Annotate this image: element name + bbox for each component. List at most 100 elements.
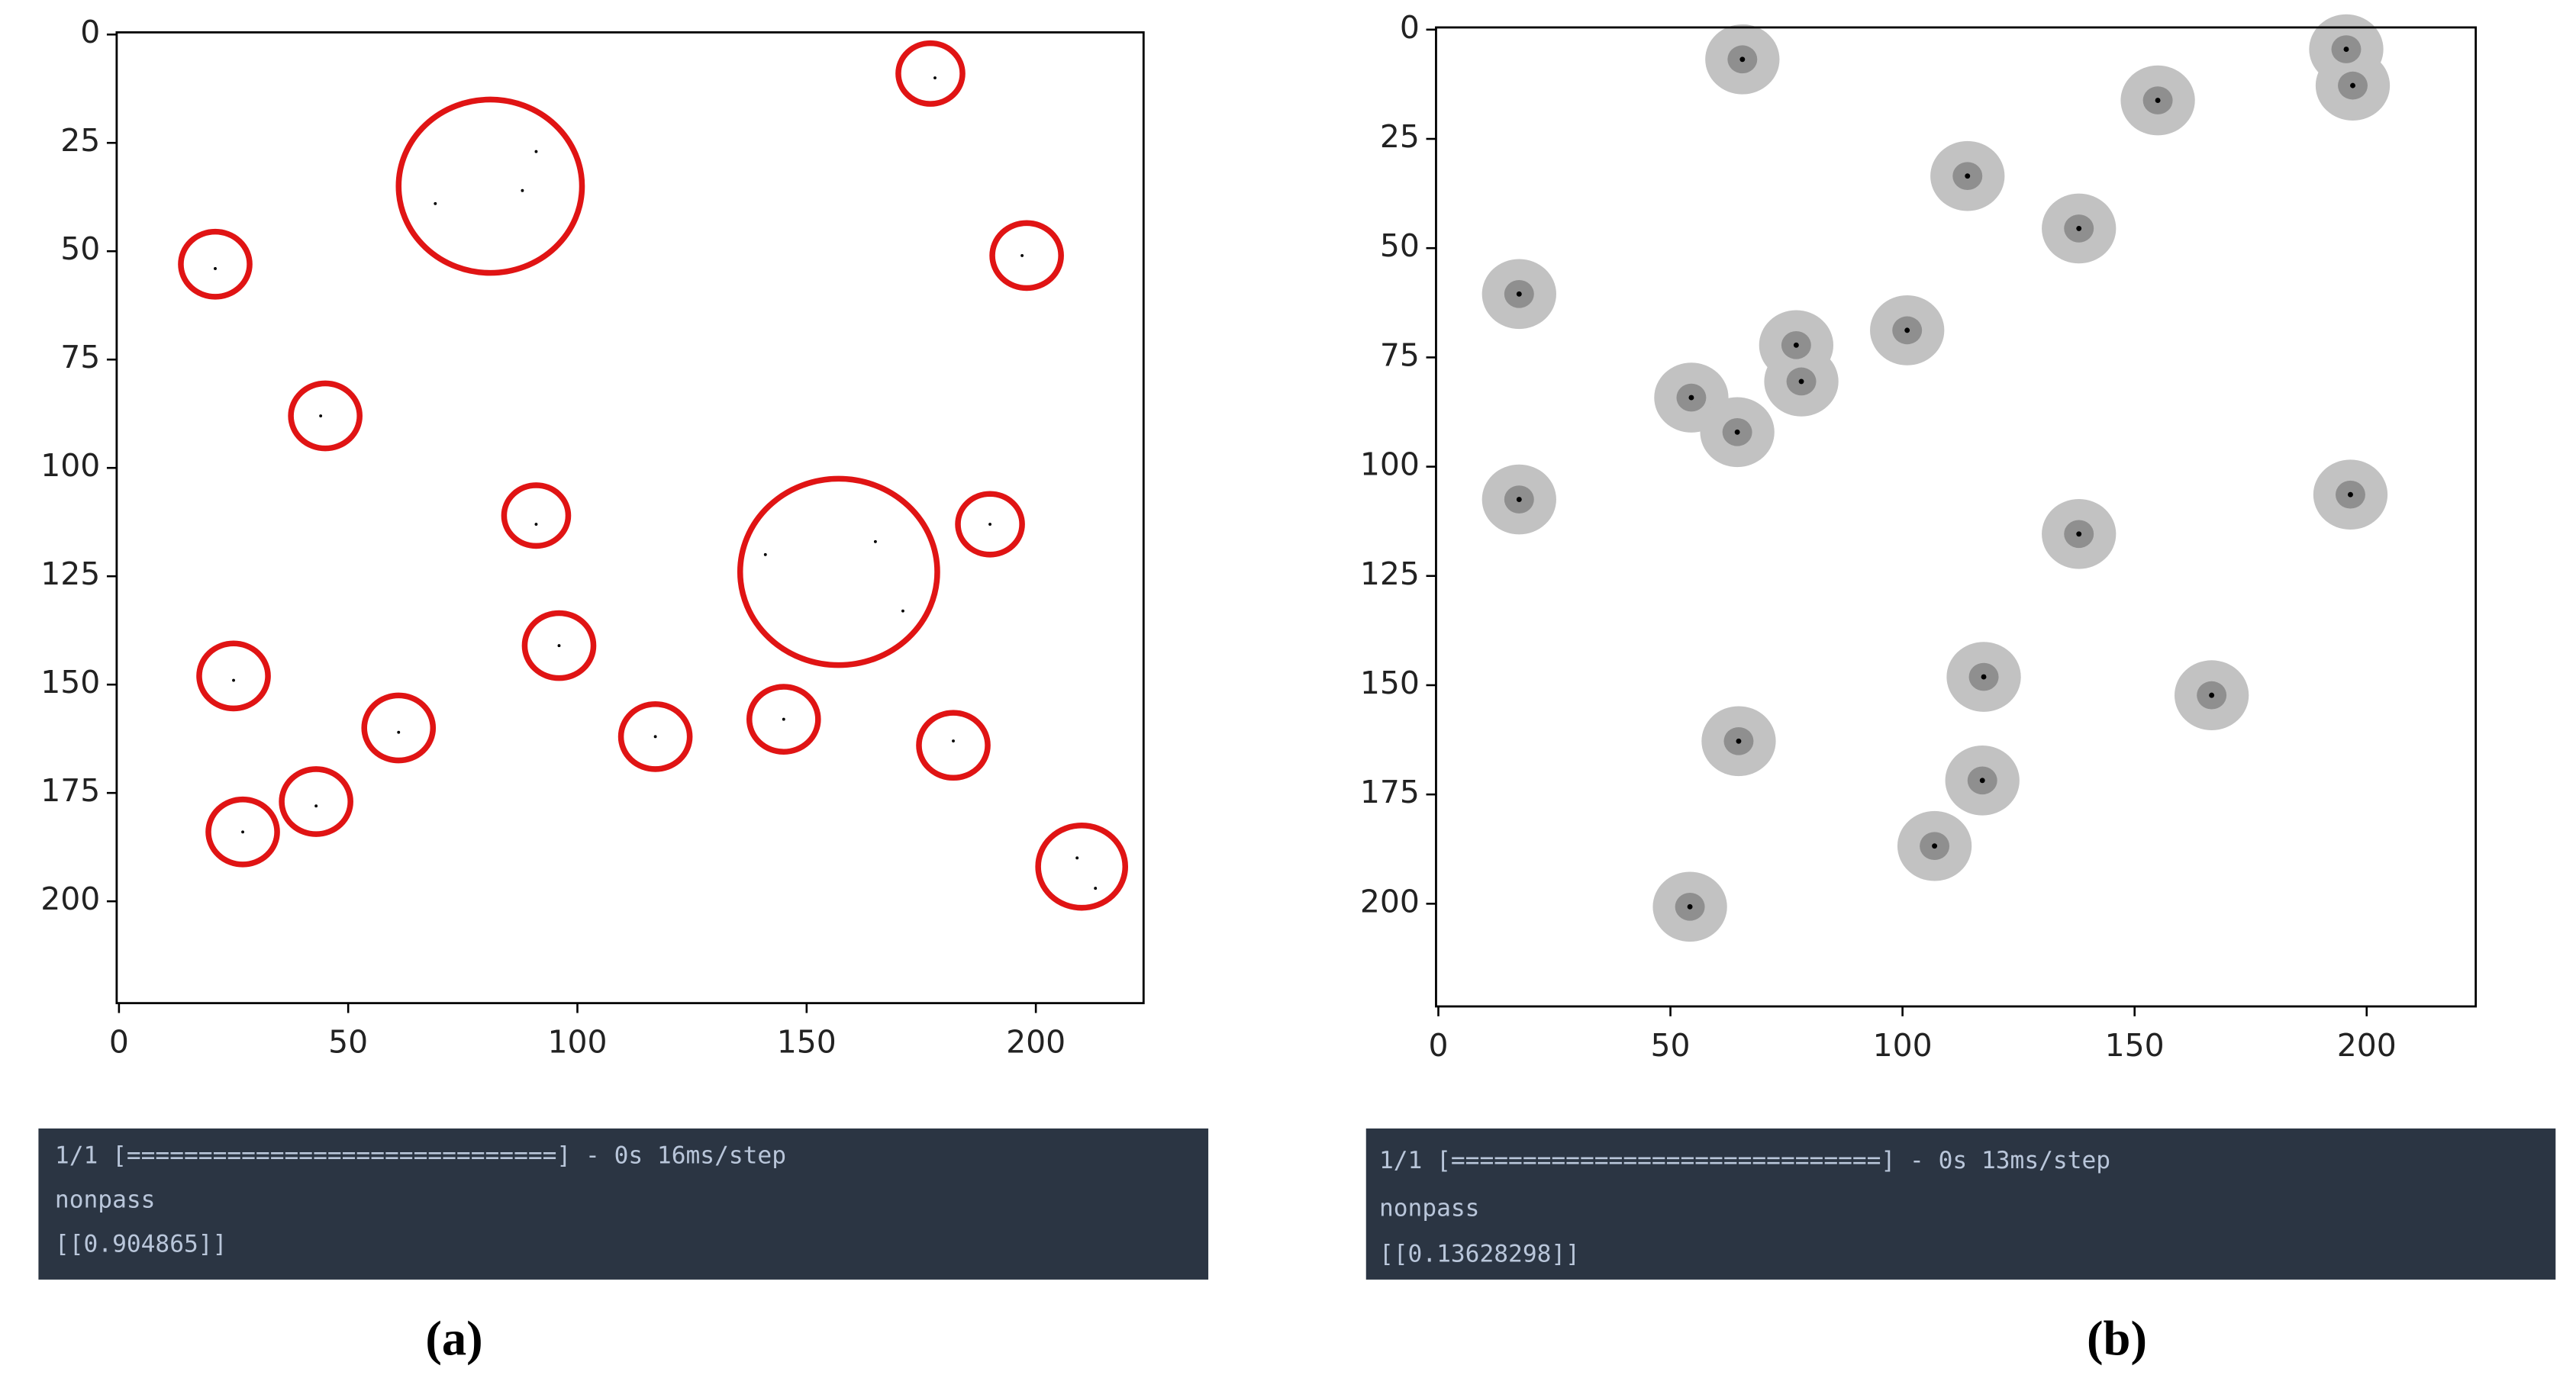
x-tick-label: 150 [2105, 1027, 2165, 1064]
point [1516, 291, 1522, 297]
point [873, 539, 877, 543]
x-tick-label: 150 [777, 1023, 837, 1060]
y-tick-label: 200 [1360, 883, 1420, 919]
point [1932, 843, 1938, 849]
x-tick-label: 100 [547, 1023, 607, 1060]
point [1798, 378, 1804, 385]
y-tick-label: 150 [1360, 665, 1420, 701]
x-tick-label: 50 [328, 1023, 368, 1060]
point [1688, 395, 1694, 401]
y-tick-label: 25 [1380, 118, 1420, 155]
point [2155, 98, 2161, 104]
marks [1481, 14, 2391, 942]
circle-marker [955, 491, 1025, 558]
y-tick-label: 0 [80, 14, 100, 50]
circle-marker [178, 228, 253, 300]
circle-marker [501, 482, 572, 549]
marks [178, 40, 1129, 911]
point [2343, 47, 2349, 53]
y-tick-label: 0 [1400, 9, 1420, 46]
circle-marker [361, 692, 437, 764]
point [1981, 674, 1987, 680]
circle-marker [1035, 823, 1129, 911]
point [901, 609, 904, 613]
circle-marker [916, 710, 991, 781]
y-tick-label: 100 [1360, 446, 1420, 483]
point [1736, 738, 1742, 744]
x-tick-label: 200 [1006, 1023, 1066, 1060]
y-tick-label: 75 [1380, 337, 1420, 373]
point [314, 804, 318, 808]
y-tick-label: 75 [60, 339, 100, 375]
y-tick-label: 150 [40, 664, 100, 700]
point [1965, 173, 1971, 179]
point [988, 523, 992, 526]
circle-marker [617, 700, 693, 772]
console-line: 1/1 [==============================] - 0… [55, 1142, 786, 1169]
point [232, 678, 235, 682]
point [397, 730, 401, 734]
y-tick-label: 125 [40, 556, 100, 592]
point [521, 188, 524, 192]
point [952, 739, 955, 742]
console-line: [[0.13628298]] [1379, 1241, 1580, 1268]
y-tick-label: 175 [40, 772, 100, 809]
point [557, 644, 561, 648]
y-tick-label: 50 [60, 230, 100, 267]
circle-marker [288, 380, 363, 452]
point [214, 267, 217, 270]
point [2350, 82, 2355, 89]
panel-label: (b) [2087, 1311, 2147, 1366]
axes-frame [1435, 26, 2478, 1008]
console-box [38, 1128, 1209, 1280]
point [241, 830, 244, 834]
y-tick-label: 100 [40, 447, 100, 484]
x-tick-label: 50 [1651, 1027, 1691, 1064]
point [534, 150, 538, 153]
circle-marker [895, 40, 966, 107]
circle-marker [196, 640, 271, 712]
point [1516, 497, 1522, 502]
point [1793, 342, 1799, 348]
console-line: nonpass [55, 1187, 156, 1214]
point [933, 76, 937, 79]
point [434, 201, 437, 205]
point [653, 735, 657, 739]
point [1734, 429, 1740, 435]
y-tick-label: 200 [40, 881, 100, 917]
point [319, 414, 323, 417]
console-line: 1/1 [==============================] - 0… [1379, 1147, 2110, 1174]
console-line: [[0.904865]] [55, 1231, 227, 1258]
y-tick-label: 125 [1360, 556, 1420, 592]
circle-marker [279, 766, 353, 837]
y-tick-label: 175 [1360, 774, 1420, 810]
circle-marker [521, 610, 597, 681]
x-tick-label: 100 [1873, 1027, 1933, 1064]
y-tick-label: 50 [1380, 227, 1420, 264]
circle-marker [205, 796, 280, 868]
panel-label: (a) [425, 1311, 482, 1366]
point [1075, 856, 1079, 860]
point [1739, 56, 1746, 63]
point [534, 523, 538, 526]
point [782, 717, 785, 721]
point [1094, 887, 1098, 890]
x-tick-label: 0 [109, 1023, 129, 1060]
point [1904, 327, 1910, 333]
circle-marker [746, 684, 821, 755]
circle-marker [395, 96, 585, 276]
point [1020, 253, 1024, 257]
point-layer [1516, 47, 2355, 910]
point [2076, 225, 2082, 231]
plot-area [116, 32, 1144, 1003]
y-tick-label: 25 [60, 122, 100, 159]
point [1687, 903, 1693, 910]
point [2209, 692, 2215, 698]
point [763, 552, 767, 556]
point [2348, 491, 2353, 498]
axes-frame [115, 31, 1145, 1005]
console-box [1365, 1128, 2556, 1280]
point [2076, 531, 2082, 537]
